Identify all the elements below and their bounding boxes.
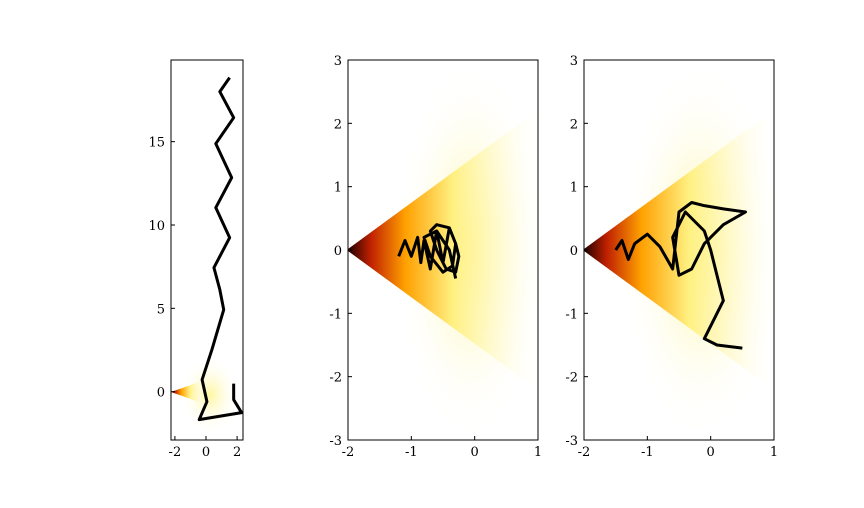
y-tick-label: 5 [157, 302, 165, 317]
x-tick-label: -2 [578, 445, 591, 460]
y-tick-label: -3 [565, 434, 578, 449]
x-tick-label: 1 [770, 445, 778, 460]
x-tick-label: -1 [641, 445, 654, 460]
y-tick-label: 1 [334, 181, 342, 196]
x-tick-label: 1 [534, 445, 542, 460]
trajectory [614, 201, 747, 350]
trajectory [197, 76, 244, 422]
x-tick-label: 0 [471, 445, 479, 460]
y-tick-label: 1 [570, 181, 578, 196]
y-tick-label: 0 [570, 244, 578, 259]
x-tick-label: 2 [233, 445, 241, 460]
y-tick-label: 0 [157, 386, 165, 401]
y-tick-label: -3 [329, 434, 342, 449]
y-tick-label: -1 [565, 307, 578, 322]
x-tick-label: -2 [342, 445, 355, 460]
y-tick-label: -2 [565, 371, 578, 386]
trajectory [397, 223, 461, 279]
y-tick-label: -1 [329, 307, 342, 322]
axes-frame [583, 59, 775, 441]
axes-frame [347, 59, 539, 441]
y-tick-label: 2 [570, 117, 578, 132]
y-tick-label: 15 [148, 136, 165, 151]
y-tick-label: 0 [334, 244, 342, 259]
x-tick-label: -1 [405, 445, 418, 460]
axes-frame [170, 59, 244, 441]
y-tick-label: 10 [148, 219, 165, 234]
x-tick-label: -2 [169, 445, 182, 460]
y-tick-label: 3 [570, 54, 578, 69]
y-tick-label: 3 [334, 54, 342, 69]
y-tick-label: 2 [334, 117, 342, 132]
y-tick-label: -2 [329, 371, 342, 386]
x-tick-label: 0 [707, 445, 715, 460]
x-tick-label: 0 [202, 445, 210, 460]
heatmap [171, 60, 780, 440]
